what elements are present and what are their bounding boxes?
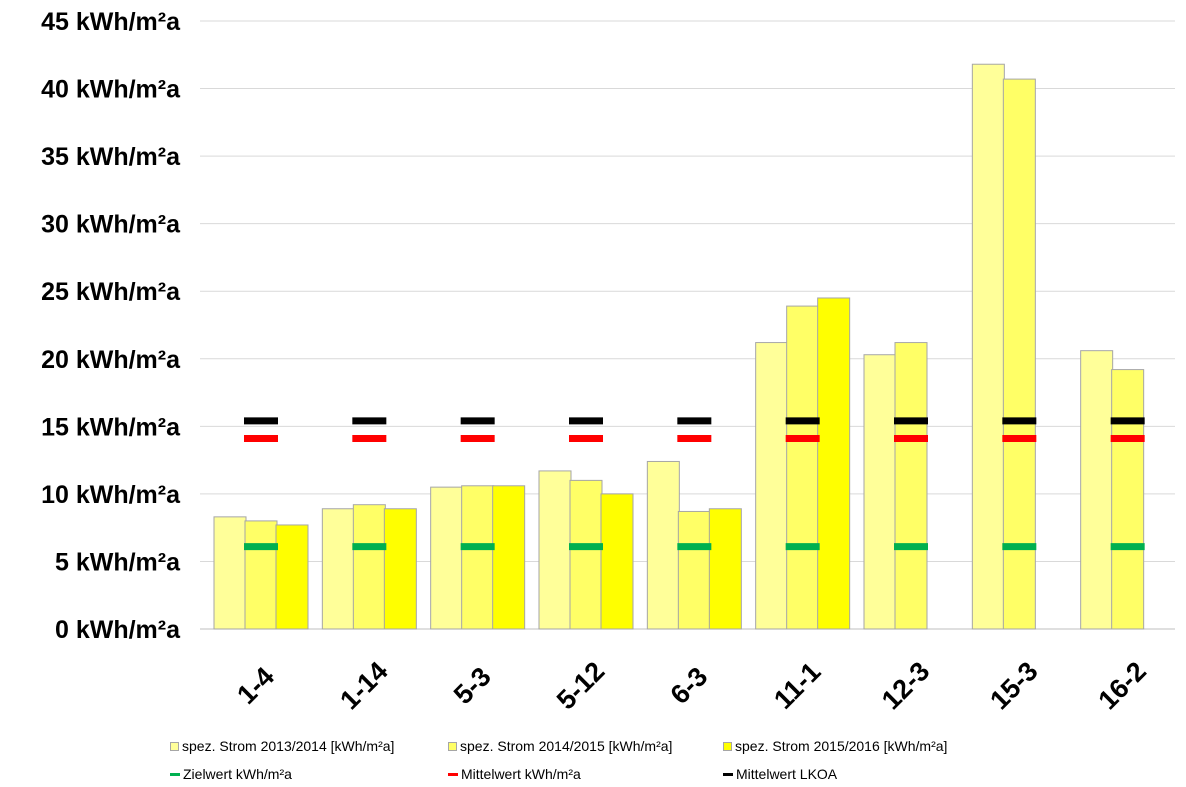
y-tick-label: 20 kWh/m²a	[41, 346, 181, 374]
bar	[646, 460, 680, 630]
bar	[213, 516, 247, 630]
x-tick-label: 11-1	[768, 656, 826, 714]
bar	[677, 510, 711, 630]
bar	[538, 470, 572, 630]
bar	[600, 493, 634, 630]
bar	[352, 504, 386, 630]
x-tick-label: 16-2	[1093, 656, 1152, 715]
bar	[894, 342, 928, 630]
bar	[817, 297, 851, 630]
bar	[1111, 369, 1145, 630]
y-tick-label: 25 kWh/m²a	[41, 278, 181, 306]
y-tick-label: 5 kWh/m²a	[55, 548, 181, 576]
x-tick-label: 5-12	[551, 656, 610, 715]
bar	[1002, 78, 1036, 630]
y-tick-label: 45 kWh/m²a	[41, 8, 181, 36]
bar	[569, 479, 603, 630]
x-tick-label: 1-14	[334, 656, 393, 715]
x-tick-label: 1-4	[231, 661, 280, 710]
x-tick-label: 12-3	[876, 656, 935, 715]
bar	[244, 520, 278, 630]
y-axis: 0 kWh/m²a 5 kWh/m²a 10 kWh/m²a 15 kWh/m²a 20…	[41, 8, 181, 644]
x-tick-label: 6-3	[665, 661, 714, 710]
bars	[213, 63, 1145, 630]
x-tick-label: 5-3	[448, 661, 497, 710]
bar	[971, 63, 1005, 630]
bar	[1080, 350, 1114, 630]
bar	[275, 524, 309, 630]
bar	[755, 342, 789, 630]
y-tick-label: 30 kWh/m²a	[41, 211, 181, 239]
y-tick-label: 15 kWh/m²a	[41, 413, 181, 441]
reference-markers	[244, 417, 1145, 551]
bar	[461, 485, 495, 630]
bar	[863, 354, 897, 630]
bar	[492, 485, 526, 630]
y-tick-label: 40 kWh/m²a	[41, 76, 181, 104]
y-tick-label: 35 kWh/m²a	[41, 143, 181, 171]
y-tick-label: 0 kWh/m²a	[55, 616, 181, 644]
bar	[786, 305, 820, 630]
bar	[430, 486, 464, 630]
y-tick-label: 10 kWh/m²a	[41, 481, 181, 509]
bar	[708, 508, 742, 630]
bar	[383, 508, 417, 630]
x-axis: 1-4 1-14 5-3 5-12 6-3 11-1 12-3 15-3 16-2	[231, 656, 1152, 715]
x-tick-label: 15-3	[984, 656, 1043, 715]
bar	[321, 508, 355, 630]
